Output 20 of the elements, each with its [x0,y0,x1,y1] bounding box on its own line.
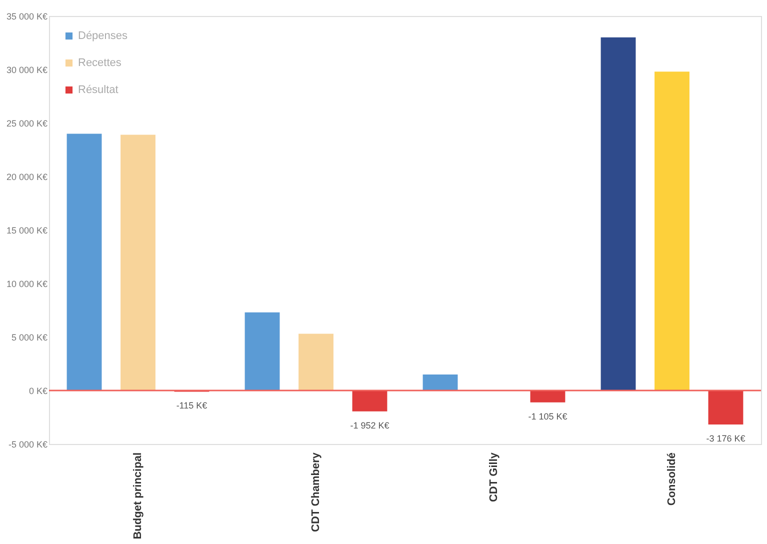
y-tick-label: 10 000 K€ [6,279,48,289]
data-label: -115 K€ [176,400,208,411]
x-tick-label: CDT Gilly [488,452,500,502]
y-tick-label: 20 000 K€ [6,172,48,182]
y-tick-label: 25 000 K€ [6,118,48,128]
data-label: -1 952 K€ [350,420,390,430]
y-tick-label: 0 K€ [28,386,48,396]
y-tick-label: 15 000 K€ [6,226,48,236]
y-tick-label: 35 000 K€ [6,12,48,22]
x-tick-label: Budget principal [132,452,144,540]
data-label: -1 105 K€ [528,411,568,422]
legend-label: Dépenses [78,30,128,42]
x-tick-label: CDT Chambery [310,452,322,532]
y-tick-label: -5 000 K€ [8,440,48,450]
legend-label: Recettes [78,57,122,69]
y-tick-label: 30 000 K€ [6,65,48,75]
x-tick-label: Consolidé [666,452,678,506]
legend-label: Résultat [78,84,118,96]
data-label: -3 176 K€ [706,433,746,444]
y-tick-label: 5 000 K€ [11,332,48,342]
